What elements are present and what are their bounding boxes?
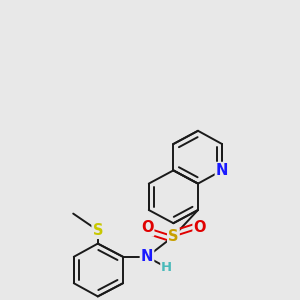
Text: O: O [194,220,206,236]
Text: S: S [92,223,103,238]
Text: H: H [161,261,172,274]
Text: N: N [141,249,153,264]
Text: O: O [141,220,153,236]
Text: S: S [168,229,178,244]
Text: N: N [216,163,228,178]
